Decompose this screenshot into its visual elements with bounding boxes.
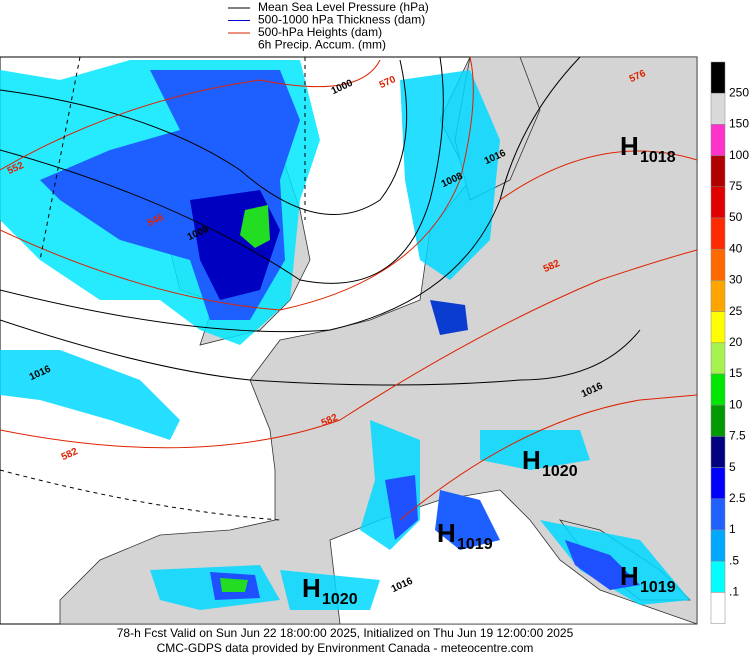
legend-label: Mean Sea Level Pressure (hPa) bbox=[258, 0, 429, 14]
colorbar-label: 150 bbox=[729, 117, 749, 131]
colorbar-segment bbox=[710, 61, 726, 94]
contours bbox=[0, 56, 698, 521]
footer-line: 78-h Fcst Valid on Sun Jun 22 18:00:00 2… bbox=[117, 626, 574, 640]
precip-area bbox=[0, 350, 180, 440]
colorbar-label: 10 bbox=[729, 397, 743, 411]
colorbar: 250 150 100 75 50 40 30 25 20 15 10 7.5 5 2.5 1 .5 .1 bbox=[710, 61, 749, 624]
colorbar-segment bbox=[710, 560, 726, 593]
precip-area bbox=[240, 205, 270, 248]
colorbar-label: .5 bbox=[729, 553, 739, 567]
height-contour bbox=[399, 394, 698, 521]
colorbar-label: 40 bbox=[729, 241, 743, 255]
isobar bbox=[0, 56, 444, 284]
precip-area bbox=[480, 430, 590, 470]
height-contour bbox=[0, 59, 381, 171]
colorbar-label: 250 bbox=[729, 85, 749, 99]
legend-label: 6h Precip. Accum. (mm) bbox=[258, 38, 386, 52]
colorbar-segment bbox=[710, 124, 726, 156]
colorbar-label: 20 bbox=[729, 335, 743, 349]
colorbar-segment bbox=[710, 248, 726, 281]
precip-area bbox=[400, 70, 500, 280]
precip-area bbox=[280, 570, 380, 610]
footer-line: CMC-GDPS data provided by Environment Ca… bbox=[157, 641, 534, 655]
high-letter: H bbox=[620, 131, 639, 161]
legend: Mean Sea Level Pressure (hPa)500-1000 hP… bbox=[228, 0, 429, 52]
colorbar-label: 50 bbox=[729, 210, 743, 224]
colorbar-segment bbox=[710, 467, 726, 500]
isobar bbox=[0, 59, 408, 215]
precip-area bbox=[565, 540, 640, 590]
high-value: 1020 bbox=[322, 591, 358, 608]
colorbar-segment bbox=[710, 373, 726, 406]
colorbar-label: 7.5 bbox=[729, 429, 746, 443]
height-contour bbox=[499, 150, 698, 201]
precip-area bbox=[220, 578, 248, 592]
legend-label: 500-1000 hPa Thickness (dam) bbox=[258, 13, 425, 27]
precip-area bbox=[430, 300, 468, 335]
isobar bbox=[0, 319, 641, 386]
colorbar-segment bbox=[710, 529, 726, 562]
high-letter: H bbox=[302, 573, 321, 603]
colorbar-segment bbox=[710, 592, 726, 624]
high-value: 1020 bbox=[542, 463, 578, 480]
colorbar-label: 2.5 bbox=[729, 491, 746, 505]
colorbar-label: .1 bbox=[729, 585, 739, 599]
high-letter: H bbox=[437, 518, 456, 548]
colorbar-segment bbox=[710, 404, 726, 437]
high-letter: H bbox=[620, 561, 639, 591]
high-value: 1019 bbox=[457, 536, 493, 553]
colorbar-label: 15 bbox=[729, 366, 743, 380]
colorbar-label: 1 bbox=[729, 522, 736, 536]
colorbar-segment bbox=[710, 436, 726, 468]
high-value: 1018 bbox=[640, 149, 676, 166]
precip-area bbox=[435, 490, 500, 550]
colorbar-segment bbox=[710, 155, 726, 188]
boundary-line bbox=[39, 56, 81, 261]
colorbar-label: 25 bbox=[729, 304, 743, 318]
colorbar-segment bbox=[710, 280, 726, 312]
colorbar-segment bbox=[710, 92, 726, 125]
colorbar-segment bbox=[710, 311, 726, 344]
legend-label: 500-hPa Heights (dam) bbox=[258, 25, 382, 39]
height-contour bbox=[0, 56, 474, 311]
colorbar-segment bbox=[710, 498, 726, 531]
high-letter: H bbox=[522, 445, 541, 475]
precip-area bbox=[385, 475, 418, 540]
height-contour bbox=[0, 249, 698, 449]
colorbar-segment bbox=[710, 217, 726, 250]
colorbar-label: 30 bbox=[729, 273, 743, 287]
colorbar-label: 5 bbox=[729, 460, 736, 474]
colorbar-label: 100 bbox=[729, 148, 749, 162]
colorbar-label: 75 bbox=[729, 179, 743, 193]
colorbar-segment bbox=[710, 186, 726, 219]
footer: 78-h Fcst Valid on Sun Jun 22 18:00:00 2… bbox=[117, 626, 574, 655]
colorbar-segment bbox=[710, 342, 726, 375]
boundary-line bbox=[0, 469, 281, 521]
isobar bbox=[0, 56, 581, 333]
high-value: 1019 bbox=[640, 579, 676, 596]
